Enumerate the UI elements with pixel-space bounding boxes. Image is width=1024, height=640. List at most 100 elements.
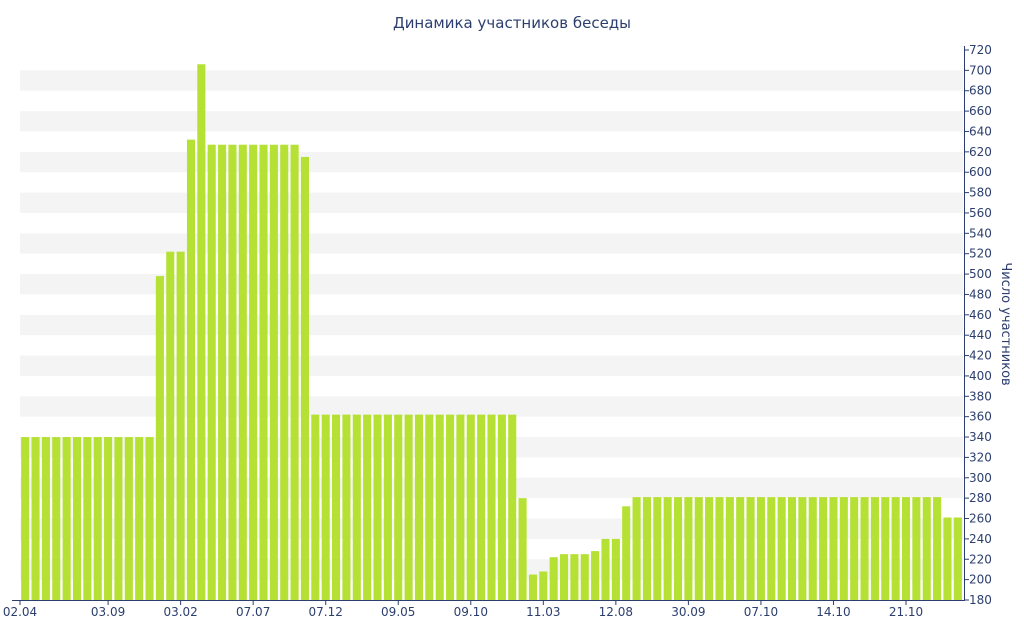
bar bbox=[684, 497, 693, 600]
x-tick-label: 12.08 bbox=[599, 605, 633, 619]
bar bbox=[943, 517, 952, 600]
bar bbox=[891, 497, 900, 600]
bar bbox=[912, 497, 921, 600]
y-axis-title: Число участников bbox=[998, 262, 1013, 385]
bar bbox=[653, 497, 662, 600]
y-tick-label: 700 bbox=[969, 63, 992, 77]
bar bbox=[394, 414, 403, 600]
grid-band bbox=[20, 192, 963, 213]
bar bbox=[839, 497, 848, 600]
bar bbox=[622, 506, 631, 600]
y-tick-label: 440 bbox=[969, 328, 992, 342]
bar bbox=[383, 414, 392, 600]
y-tick-label: 360 bbox=[969, 410, 992, 424]
y-tick-label: 180 bbox=[969, 593, 992, 607]
bar bbox=[321, 414, 330, 600]
x-tick-label: 07.10 bbox=[744, 605, 778, 619]
x-tick-label: 07.07 bbox=[236, 605, 270, 619]
bar bbox=[93, 437, 102, 600]
bar bbox=[860, 497, 869, 600]
y-tick-label: 500 bbox=[969, 267, 992, 281]
grid-band bbox=[20, 70, 963, 91]
bar bbox=[31, 437, 40, 600]
chart-title: Динамика участников беседы bbox=[393, 14, 631, 32]
bar bbox=[591, 551, 600, 600]
y-tick-label: 660 bbox=[969, 104, 992, 118]
y-tick-label: 720 bbox=[969, 43, 992, 57]
bar bbox=[72, 437, 82, 600]
grid-band bbox=[20, 151, 963, 173]
bar bbox=[352, 414, 361, 600]
bar bbox=[477, 414, 486, 600]
bar bbox=[466, 414, 475, 600]
bar bbox=[694, 497, 703, 600]
bar bbox=[249, 144, 258, 600]
axes-group bbox=[12, 46, 965, 601]
bar bbox=[787, 497, 797, 600]
bar bbox=[560, 554, 569, 600]
grid-band bbox=[20, 111, 963, 132]
bar bbox=[901, 497, 911, 600]
bar bbox=[570, 554, 579, 600]
bar bbox=[290, 144, 299, 600]
bar bbox=[611, 538, 620, 600]
bar bbox=[207, 144, 216, 600]
x-tick-label: 09.10 bbox=[454, 605, 488, 619]
x-tick-label: 03.09 bbox=[91, 605, 125, 619]
bar bbox=[736, 497, 745, 600]
bar bbox=[601, 538, 610, 600]
y-tick-label: 540 bbox=[969, 226, 992, 240]
grid-band bbox=[20, 233, 963, 254]
bar bbox=[300, 156, 310, 600]
bar bbox=[259, 144, 268, 600]
bar bbox=[456, 414, 465, 600]
y-tick-label: 200 bbox=[969, 573, 992, 587]
bar bbox=[435, 414, 444, 600]
x-tick-label: 02.04 bbox=[3, 605, 37, 619]
y-tick-label: 260 bbox=[969, 512, 992, 526]
y-tick-label: 580 bbox=[969, 186, 992, 200]
bar bbox=[373, 414, 382, 600]
bar bbox=[870, 497, 879, 600]
bar bbox=[414, 414, 423, 600]
bar bbox=[673, 497, 683, 600]
y-tick-label: 380 bbox=[969, 389, 992, 403]
bar bbox=[404, 414, 413, 600]
x-tick-label: 11.03 bbox=[526, 605, 560, 619]
y-tick-label: 640 bbox=[969, 124, 992, 138]
bar bbox=[186, 139, 196, 600]
bar bbox=[756, 497, 765, 600]
bar bbox=[114, 437, 123, 600]
y-tick-label: 680 bbox=[969, 84, 992, 98]
bar bbox=[715, 497, 724, 600]
bar bbox=[228, 144, 237, 600]
y-tick-label: 460 bbox=[969, 308, 992, 322]
bar bbox=[104, 437, 113, 600]
bar bbox=[518, 498, 527, 600]
bar bbox=[332, 414, 341, 600]
bar bbox=[508, 414, 517, 600]
y-tick-label: 240 bbox=[969, 532, 992, 546]
x-ticks-group: 02.04 03.09 03.02 07.07 07.12 09.05 09.10 11.03… bbox=[3, 600, 923, 619]
x-tick-label: 30.09 bbox=[671, 605, 705, 619]
bar bbox=[798, 497, 807, 600]
y-tick-label: 280 bbox=[969, 491, 992, 505]
bar bbox=[218, 144, 227, 600]
bar bbox=[311, 414, 320, 600]
bar bbox=[135, 437, 144, 600]
y-tick-label: 400 bbox=[969, 369, 992, 383]
bar bbox=[777, 497, 786, 600]
y-tick-label: 600 bbox=[969, 165, 992, 179]
bar bbox=[238, 144, 247, 600]
y-tick-label: 560 bbox=[969, 206, 992, 220]
bar bbox=[487, 414, 496, 600]
x-tick-label: 09.05 bbox=[381, 605, 415, 619]
bar bbox=[922, 497, 931, 600]
bar bbox=[767, 497, 776, 600]
bar bbox=[528, 574, 537, 600]
bar bbox=[808, 497, 817, 600]
y-tick-label: 220 bbox=[969, 552, 992, 566]
bar bbox=[145, 437, 154, 600]
bar bbox=[155, 276, 164, 600]
bar bbox=[881, 497, 890, 600]
